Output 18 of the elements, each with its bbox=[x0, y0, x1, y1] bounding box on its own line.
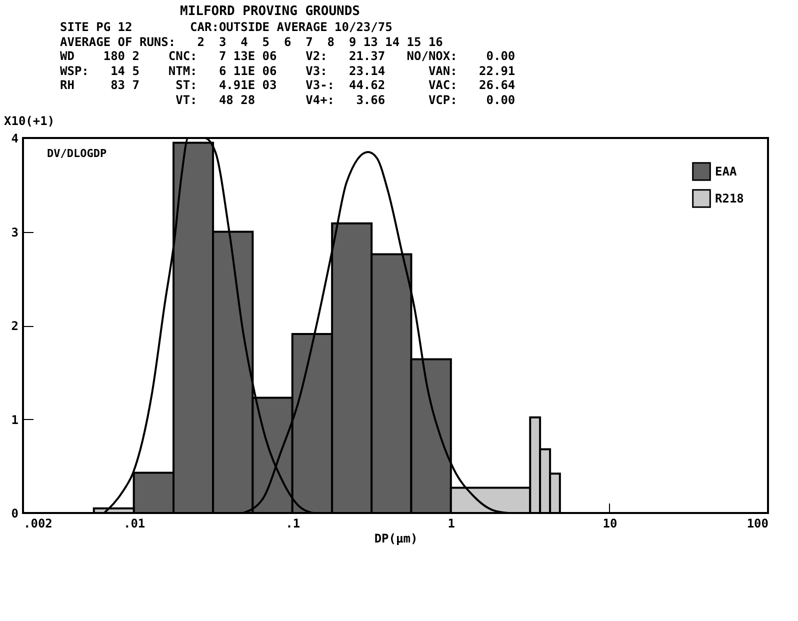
x-axis-title: DP(μm) bbox=[374, 532, 418, 546]
y-tick-label: 3 bbox=[11, 225, 18, 240]
x-tick-label: 10 bbox=[602, 516, 618, 530]
y-axis-title: DV/DLOGDP bbox=[47, 147, 107, 160]
x-tick-label: 100 bbox=[746, 516, 768, 530]
x-tick-label: .01 bbox=[123, 516, 146, 530]
chart-title: MILFORD PROVING GROUNDS bbox=[180, 4, 360, 19]
x-tick-label: .002 bbox=[24, 516, 52, 530]
legend-label: EAA bbox=[715, 164, 738, 178]
y-tick-label: 0 bbox=[11, 506, 18, 520]
text: X10(+1) bbox=[4, 114, 55, 128]
legend-label: R218 bbox=[715, 192, 744, 206]
y-tick-label: 1 bbox=[11, 412, 18, 427]
x-tick-label: 1 bbox=[448, 516, 456, 530]
y-tick-label: 2 bbox=[11, 319, 18, 333]
x-tick-label: .1 bbox=[286, 516, 300, 530]
y-tick-label: 4 bbox=[11, 132, 18, 146]
chart-subtitle: SITE PG 12 CAR:OUTSIDE AVERAGE 10/23/75 AVERAGE OF RUNS: 2 3 4 5 6 7 8 9 13 14 15 16 WD 180 2 CNC: 7 13E 06 V2: 21.37 NO/NOX: 0.00 WSP: 14 5 NTM: 6 11E 06 V3: 23.14 VAN: 22.91 RH 83 7 ST: 4.91E 03 V3-: 44.62 VAC: 26.64 VT: 48 28 V4+: 3.66 VCP: 0.00 bbox=[60, 20, 516, 107]
